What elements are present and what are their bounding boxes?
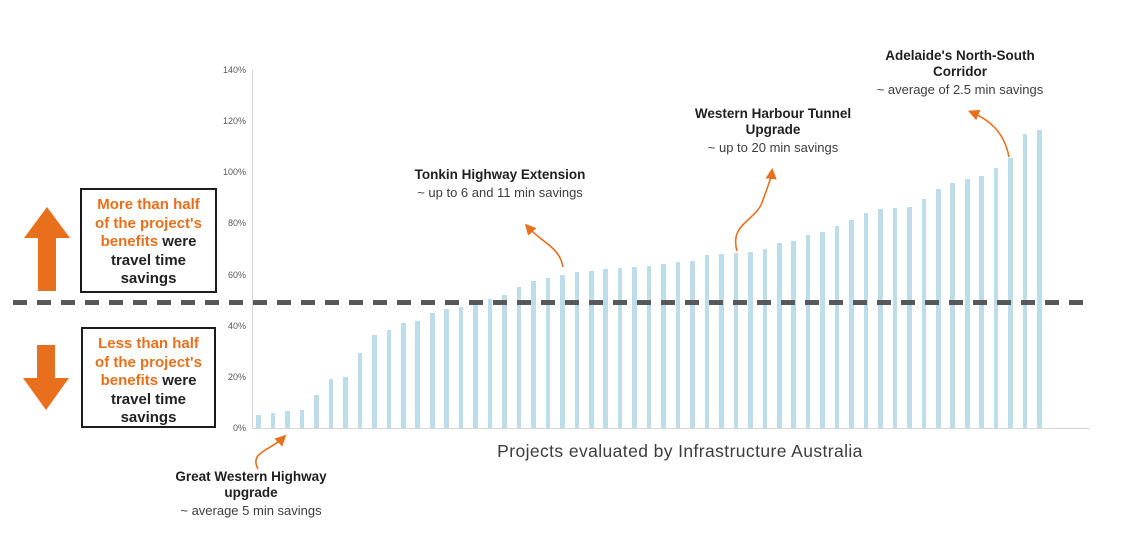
bar [256,415,261,428]
bar [574,272,580,428]
callout-subtitle: ~ average of 2.5 min savings [876,82,1044,97]
bar [560,274,565,428]
x-axis-title: Projects evaluated by Infrastructure Aus… [497,441,863,461]
half-benefits-threshold-dashed-line [13,300,1084,305]
bar [458,306,464,428]
bar [936,188,941,428]
callout-title: Adelaide's North-South Corridor [885,48,1035,79]
side-box-text-line: of the project's [95,353,202,371]
bar [617,268,623,428]
side-box-text-line: of the project's [95,214,202,232]
callout-subtitle: ~ up to 20 min savings [707,140,839,155]
callout-title: Great Western Highway upgrade [175,469,327,500]
y-tick-label: 20% [227,371,246,382]
bar [343,376,348,428]
bar [444,309,449,428]
side-box-text-line: savings [120,270,177,287]
bar [675,261,681,428]
bar [401,323,406,428]
bar [863,213,869,428]
bar [820,232,825,428]
callout-title: Tonkin Highway Extension [414,167,586,182]
bar [545,278,551,428]
side-box-text-line: travel time [110,251,187,269]
side-box-text-line: benefits were [100,372,197,389]
bar [270,412,276,428]
above-threshold-label-box: More than half of the project's benefits w… [80,188,217,293]
bar [487,298,493,428]
bar [950,182,956,428]
callout-arrow-adelaide-icon [968,109,1010,158]
callout-arrow-great-western-icon [255,434,287,470]
x-axis-line [252,428,1090,429]
y-tick-label: 40% [227,320,246,331]
bar [834,225,840,428]
bar [588,270,594,428]
callout-western-harbour-tunnel: Western Harbour Tunnel Upgrade ~ up to 2… [668,106,878,155]
down-block-arrow-icon [23,345,69,410]
bar [805,234,811,428]
side-box-text-line: benefits were [100,233,197,250]
bar [1008,158,1013,428]
bar [531,280,536,428]
bar [907,206,912,428]
bar [415,320,421,428]
bar [733,252,739,428]
bar [314,394,319,428]
callout-adelaide-north-south: Adelaide's North-South Corridor ~ averag… [860,48,1060,97]
bar [748,251,753,428]
bar [372,334,377,428]
side-box-text-line: travel time [110,390,187,408]
bar [285,411,290,428]
bar [892,208,898,428]
callout-title: Western Harbour Tunnel Upgrade [694,106,852,137]
bar [603,269,609,428]
callout-subtitle: ~ up to 6 and 11 min savings [417,185,583,200]
bar [921,199,927,428]
callout-arrow-western-harbour-icon [734,167,777,252]
callout-tonkin-highway: Tonkin Highway Extension ~ up to 6 and 1… [395,167,605,200]
side-box-text-line: Less than half [98,335,199,352]
bar [646,265,652,428]
bar [1022,133,1028,428]
y-axis-line [252,70,253,428]
bar [429,312,435,428]
y-tick-label: 100% [222,167,246,178]
bar [473,300,478,428]
up-block-arrow-icon [24,207,70,291]
callout-great-western-highway: Great Western Highway upgrade ~ average … [156,469,346,518]
callout-arrow-tonkin-icon [524,223,564,268]
y-tick-label: 60% [227,269,246,280]
bar [632,266,637,428]
bar [690,260,695,428]
bar [357,352,363,428]
y-tick-label: 120% [222,116,246,127]
bar [849,219,854,428]
bar [328,379,334,428]
callout-subtitle: ~ average 5 min savings [180,503,322,518]
bar [762,249,768,428]
bar [878,209,883,428]
bar [516,287,522,428]
bar [704,255,710,428]
bar [1037,130,1042,428]
y-tick-label: 140% [222,65,246,75]
below-threshold-label-box: Less than half of the project's benefits w… [81,327,216,428]
bar [661,264,666,428]
side-box-text-line: More than half [97,196,200,213]
y-tick-label: 0% [232,423,246,433]
bar [502,295,507,428]
bar [776,242,782,428]
y-tick-label: 80% [227,218,246,229]
bar [719,254,724,428]
bar [993,168,999,428]
bar [791,241,796,428]
bar [386,329,392,428]
side-box-text-line: savings [120,409,177,426]
bar [299,410,305,428]
